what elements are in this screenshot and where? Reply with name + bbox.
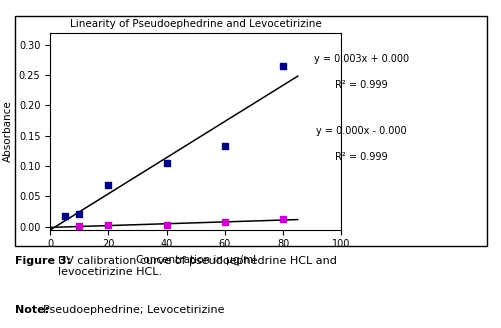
Point (162, 160, 170, 166)
X-axis label: Concentration in μg/ml: Concentration in μg/ml (135, 255, 256, 265)
Point (104, 183, 112, 188)
Text: R² = 0.999: R² = 0.999 (335, 80, 387, 90)
Text: y = 0.003x + 0.000: y = 0.003x + 0.000 (313, 54, 408, 64)
Text: Note:: Note: (15, 305, 49, 315)
Point (75, 212, 83, 217)
Point (279, 64, 287, 69)
Point (104, 223, 112, 228)
Point (279, 217, 287, 222)
Point (61, 213, 69, 218)
Text: Pseudoephedrine; Levocetirizine: Pseudoephedrine; Levocetirizine (43, 305, 224, 315)
Point (75, 223, 83, 229)
Title: Linearity of Pseudoephedrine and Levocetirizine: Linearity of Pseudoephedrine and Levocet… (70, 19, 321, 29)
Text: Figure 3:: Figure 3: (15, 256, 71, 266)
Point (220, 143, 228, 149)
Text: R² = 0.999: R² = 0.999 (335, 153, 387, 162)
Text: UV calibration curve of pseudoephedrine HCL and
levocetirizine HCL.: UV calibration curve of pseudoephedrine … (58, 256, 336, 277)
Point (162, 222, 170, 227)
Point (220, 220, 228, 225)
Text: y = 0.000x - 0.000: y = 0.000x - 0.000 (316, 126, 406, 136)
Y-axis label: Absorbance: Absorbance (4, 100, 13, 162)
